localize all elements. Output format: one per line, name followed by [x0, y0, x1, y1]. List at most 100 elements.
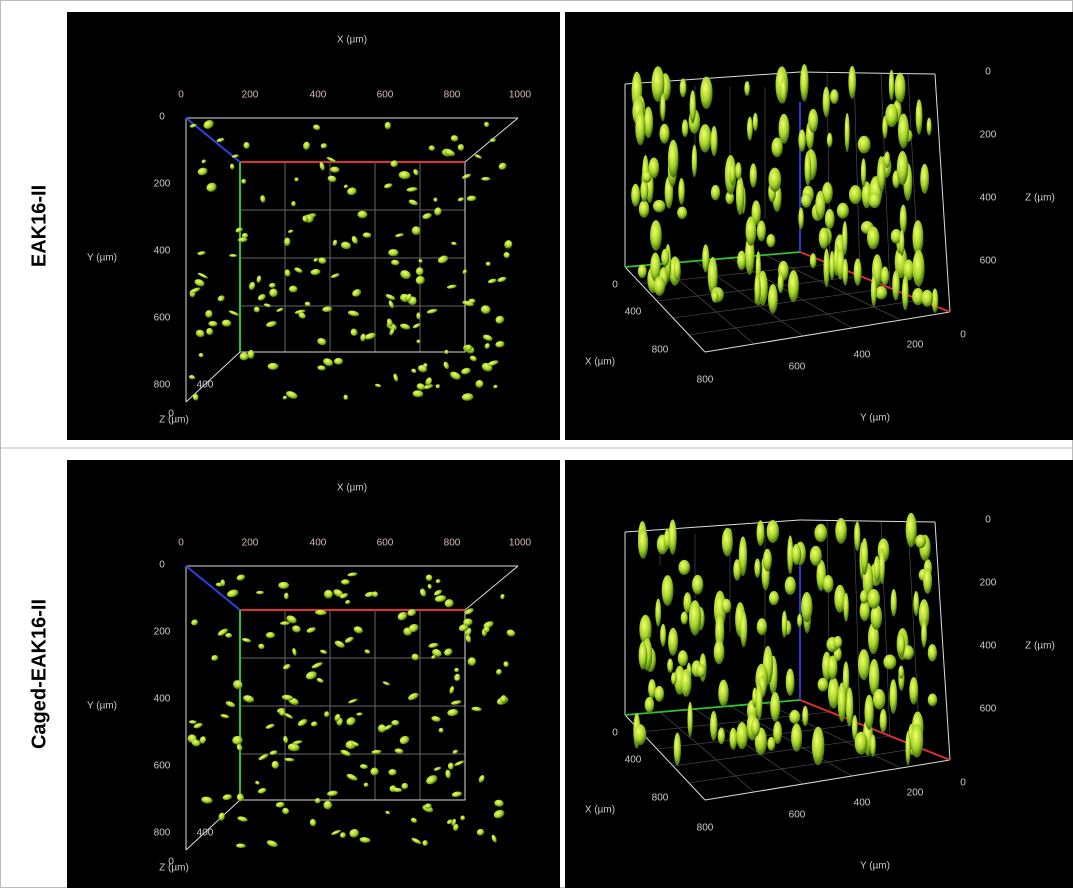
z-tick-label: 600 — [980, 704, 997, 715]
cell — [873, 689, 886, 710]
cell — [649, 157, 660, 178]
cell — [710, 711, 717, 741]
cell — [635, 110, 645, 145]
cell — [911, 724, 924, 758]
cell — [842, 259, 848, 286]
cell — [916, 99, 923, 134]
z-axis-title: Z (µm) — [1025, 193, 1055, 204]
cell — [798, 207, 804, 229]
y-tick-label: 600 — [789, 810, 806, 821]
cell — [633, 724, 646, 745]
cell — [736, 176, 744, 215]
cell — [791, 723, 802, 751]
x-tick-label: 800 — [652, 345, 669, 356]
cell — [897, 151, 908, 185]
cell — [668, 628, 678, 656]
x-axis-title: X (µm) — [585, 357, 615, 368]
cell — [792, 544, 801, 565]
cell — [737, 251, 746, 271]
cell — [767, 737, 775, 751]
x-tick-label: 800 — [652, 793, 669, 804]
cell — [855, 732, 868, 755]
cell — [802, 706, 808, 726]
cell — [864, 695, 873, 730]
cell — [891, 589, 897, 617]
cell — [922, 290, 933, 307]
y-tick-label: 600 — [154, 761, 171, 772]
cell — [754, 558, 760, 577]
figure: EAK16-II 0 200 400 600 800 1000 X (µm) 0 200 400 60… — [0, 0, 1073, 888]
cell — [921, 621, 927, 648]
cell — [801, 193, 812, 208]
cell — [867, 226, 879, 249]
cell — [690, 90, 696, 123]
panel-background — [565, 12, 1073, 440]
cell — [906, 513, 917, 548]
cell — [729, 728, 737, 750]
z-tick-label: 600 — [980, 256, 997, 267]
y-axis-title: Y (µm) — [860, 413, 890, 424]
cell — [867, 589, 880, 609]
cell — [801, 592, 812, 622]
cell — [639, 200, 649, 218]
cell — [885, 104, 898, 128]
cell — [687, 702, 692, 738]
z-tick-label: 0 — [985, 515, 991, 526]
cell — [669, 519, 677, 554]
cell — [770, 692, 780, 722]
cell — [678, 560, 690, 575]
cell — [718, 728, 725, 745]
cell — [763, 549, 772, 572]
cell — [756, 682, 763, 720]
z-tick-label: 400 — [197, 828, 214, 839]
x-axis-title: X (µm) — [585, 805, 615, 816]
cell — [751, 718, 760, 737]
cell — [889, 70, 894, 101]
cell — [854, 258, 862, 285]
cell — [768, 284, 778, 314]
cell — [639, 641, 648, 669]
cell — [889, 679, 897, 714]
cell — [747, 117, 753, 141]
y-tick-label: 200 — [907, 340, 924, 351]
cell — [769, 591, 779, 605]
cell — [681, 669, 692, 697]
cell — [810, 253, 817, 268]
cell — [923, 568, 932, 594]
cell — [735, 162, 741, 180]
cell — [861, 538, 868, 575]
cell — [789, 710, 800, 724]
x-tick-label: 1000 — [509, 538, 532, 549]
y-tick-label: 0 — [159, 560, 165, 571]
z-axis-title: Z (µm) — [159, 863, 189, 874]
row-label: EAK16-II — [28, 185, 50, 267]
z-tick-label: 400 — [980, 641, 997, 652]
cell — [678, 650, 688, 666]
cell — [757, 520, 765, 546]
cell — [771, 138, 782, 158]
z-tick-label: 200 — [980, 130, 997, 141]
cell — [711, 185, 720, 201]
cell — [834, 636, 843, 649]
cell — [680, 78, 687, 97]
cell — [823, 575, 833, 593]
cell — [818, 678, 829, 692]
cell — [909, 677, 918, 705]
cell — [810, 546, 822, 566]
y-tick-label: 400 — [854, 798, 871, 809]
cell — [842, 221, 847, 255]
cell — [845, 113, 850, 152]
y-tick-label: 0 — [960, 778, 966, 789]
cell — [677, 207, 687, 219]
cell — [898, 633, 905, 657]
cell — [711, 126, 718, 156]
cell — [846, 687, 854, 727]
cell — [754, 273, 760, 306]
y-tick-label: 200 — [907, 788, 924, 799]
render-panel: 0200400600Z (µm)0400800X (µm)80060040020… — [565, 12, 1073, 440]
z-tick-label: 200 — [980, 578, 997, 589]
cell — [662, 575, 674, 606]
cell — [927, 118, 932, 136]
x-tick-label: 600 — [377, 538, 394, 549]
